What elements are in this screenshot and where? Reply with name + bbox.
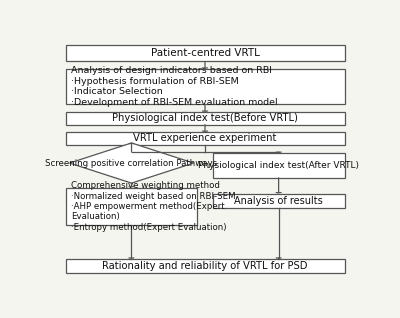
Text: Analysis of design indicators based on RBI
·Hypothesis formulation of RBI-SEM
·I: Analysis of design indicators based on R… xyxy=(71,66,278,107)
Text: Physiological index test(After VRTL): Physiological index test(After VRTL) xyxy=(198,161,359,170)
Text: Comprehensive weighting method
·Normalized weight based on RBI-SEM
·AHP empowerm: Comprehensive weighting method ·Normaliz… xyxy=(71,181,236,232)
Text: VRTL experience experiment: VRTL experience experiment xyxy=(133,133,277,143)
Text: Patient-centred VRTL: Patient-centred VRTL xyxy=(150,48,260,58)
FancyBboxPatch shape xyxy=(213,153,344,178)
FancyBboxPatch shape xyxy=(66,112,344,125)
FancyBboxPatch shape xyxy=(66,45,344,61)
FancyBboxPatch shape xyxy=(66,132,344,145)
Text: Analysis of results: Analysis of results xyxy=(234,196,323,206)
FancyBboxPatch shape xyxy=(66,188,197,225)
FancyBboxPatch shape xyxy=(213,194,344,208)
Text: Rationality and reliability of VRTL for PSD: Rationality and reliability of VRTL for … xyxy=(102,261,308,271)
Polygon shape xyxy=(70,143,194,183)
Text: Screening positive correlation Pathways: Screening positive correlation Pathways xyxy=(46,159,218,168)
FancyBboxPatch shape xyxy=(66,259,344,273)
Text: Physiological index test(Before VRTL): Physiological index test(Before VRTL) xyxy=(112,113,298,123)
FancyBboxPatch shape xyxy=(66,69,344,104)
